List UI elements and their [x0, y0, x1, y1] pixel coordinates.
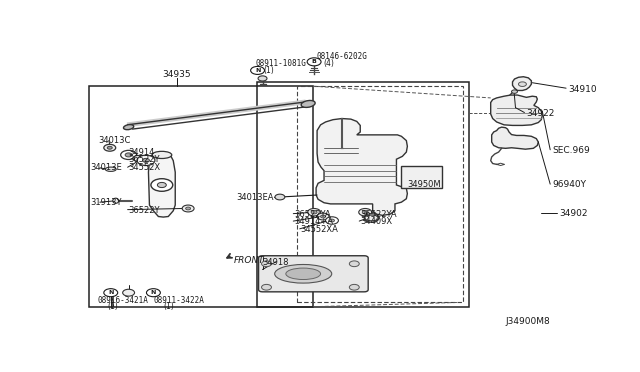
Text: N: N — [151, 290, 156, 295]
Circle shape — [326, 217, 339, 224]
Circle shape — [137, 155, 155, 166]
Circle shape — [147, 289, 161, 297]
Circle shape — [186, 207, 191, 210]
Text: 34950M: 34950M — [408, 180, 441, 189]
Text: SEC.969: SEC.969 — [552, 146, 590, 155]
Circle shape — [321, 215, 326, 218]
Text: 31913Y: 31913Y — [90, 198, 122, 207]
Polygon shape — [513, 77, 531, 90]
Polygon shape — [492, 127, 538, 149]
Text: 34902: 34902 — [559, 209, 588, 218]
Circle shape — [133, 155, 143, 161]
Circle shape — [143, 158, 150, 162]
Text: 08911-3422A: 08911-3422A — [154, 296, 204, 305]
Polygon shape — [491, 95, 542, 125]
Circle shape — [262, 261, 271, 267]
Text: (1): (1) — [264, 66, 275, 75]
Ellipse shape — [152, 151, 172, 158]
Text: 36522Y: 36522Y — [129, 155, 160, 164]
Text: (1): (1) — [163, 302, 174, 311]
Ellipse shape — [106, 167, 116, 171]
Text: 34914+A: 34914+A — [294, 217, 333, 226]
Circle shape — [251, 67, 264, 74]
Circle shape — [108, 146, 112, 149]
Ellipse shape — [113, 198, 118, 203]
Circle shape — [349, 284, 359, 290]
Circle shape — [359, 208, 372, 216]
Circle shape — [330, 219, 335, 222]
Circle shape — [317, 213, 329, 220]
Circle shape — [307, 58, 321, 66]
Text: 36522YA: 36522YA — [294, 210, 331, 219]
Ellipse shape — [301, 100, 315, 108]
Circle shape — [182, 205, 194, 212]
Circle shape — [123, 289, 134, 296]
Text: J34900M8: J34900M8 — [506, 317, 550, 326]
Ellipse shape — [124, 125, 134, 130]
Circle shape — [121, 150, 136, 160]
Circle shape — [518, 82, 527, 86]
Circle shape — [364, 214, 379, 222]
Circle shape — [349, 261, 359, 267]
Text: 34922: 34922 — [527, 109, 555, 118]
Circle shape — [362, 211, 368, 214]
Polygon shape — [316, 119, 408, 215]
Text: 34935: 34935 — [163, 70, 191, 79]
Text: 34013EA: 34013EA — [236, 193, 273, 202]
Ellipse shape — [275, 264, 332, 283]
Circle shape — [125, 153, 132, 157]
Text: 34013C: 34013C — [98, 136, 130, 145]
Circle shape — [104, 289, 118, 297]
Text: 34914: 34914 — [129, 148, 155, 157]
Circle shape — [511, 90, 518, 93]
Circle shape — [104, 144, 116, 151]
Text: 34013E: 34013E — [90, 163, 122, 172]
Ellipse shape — [286, 268, 321, 279]
Circle shape — [258, 76, 267, 81]
Text: (4): (4) — [323, 59, 334, 68]
Text: B: B — [312, 59, 317, 64]
Text: 36522YA: 36522YA — [360, 210, 397, 219]
Bar — [89, 86, 313, 307]
Text: 34409X: 34409X — [360, 217, 392, 226]
Text: N: N — [255, 68, 260, 73]
Text: FRONT: FRONT — [234, 256, 264, 264]
Text: N: N — [108, 290, 113, 295]
Text: 08146-6202G: 08146-6202G — [316, 52, 367, 61]
Text: 36522Y: 36522Y — [129, 206, 160, 215]
Text: 08916-3421A: 08916-3421A — [98, 296, 148, 305]
Bar — [401, 166, 442, 188]
Polygon shape — [148, 155, 175, 217]
Text: 96940Y: 96940Y — [552, 180, 586, 189]
Bar — [297, 86, 463, 302]
Text: 08911-1081G: 08911-1081G — [255, 59, 307, 68]
Circle shape — [151, 179, 173, 191]
Text: (1): (1) — [108, 302, 118, 311]
Text: 34918: 34918 — [262, 259, 289, 267]
Circle shape — [275, 194, 285, 200]
FancyBboxPatch shape — [259, 256, 368, 292]
Circle shape — [262, 284, 271, 290]
Bar — [257, 82, 469, 307]
Text: 34552XA: 34552XA — [301, 225, 339, 234]
Circle shape — [308, 208, 321, 216]
Circle shape — [311, 211, 317, 214]
Circle shape — [157, 182, 166, 187]
Text: 34910: 34910 — [568, 84, 597, 93]
Text: 34552X: 34552X — [129, 163, 161, 172]
